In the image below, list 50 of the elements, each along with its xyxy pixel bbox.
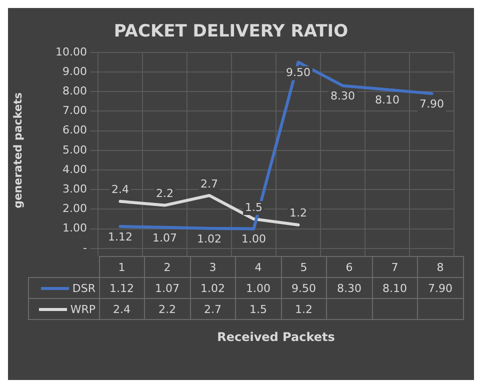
text: 1.00 xyxy=(242,232,266,246)
data-label: 2.2 xyxy=(144,298,190,320)
legend-label: DSR xyxy=(28,278,99,298)
data-label: 2.4 xyxy=(99,298,144,320)
y-tick-label: - xyxy=(83,241,88,254)
text: 2.7 xyxy=(200,177,218,190)
text: 7.90 xyxy=(420,97,444,110)
y-tick-label: 8.00 xyxy=(62,84,87,98)
data-label: 7.90 xyxy=(418,278,463,298)
text: 8.30 xyxy=(330,90,355,103)
x-tick-label: 5 xyxy=(281,256,326,278)
x-tick-label: 4 xyxy=(236,256,281,278)
y-tick-label: 2.00 xyxy=(62,202,87,216)
data-label: 1.5 xyxy=(236,298,281,320)
text: 2.2 xyxy=(156,187,174,200)
text: 9.50 xyxy=(286,66,310,80)
data-label: 1.2 xyxy=(281,298,326,320)
y-tick-label: 3.00 xyxy=(62,182,87,196)
x-axis-title: Received Packets xyxy=(216,330,336,344)
chart-title: PACKET DELIVERY RATIO xyxy=(114,22,348,42)
y-tick-label: 10.00 xyxy=(56,45,87,58)
data-label: 8.30 xyxy=(326,278,372,298)
data-label: 1.12 xyxy=(99,278,144,298)
data-label: 8.10 xyxy=(372,278,418,298)
text: 1.2 xyxy=(290,206,307,220)
x-tick-label: 8 xyxy=(418,256,463,278)
x-tick-label: 3 xyxy=(190,256,236,278)
x-tick-label: 2 xyxy=(144,256,190,278)
text: 1.07 xyxy=(152,231,177,244)
legend-label: WRP xyxy=(28,298,99,320)
y-tick-label: 4.00 xyxy=(62,162,87,176)
y-tick-label: 9.00 xyxy=(62,64,87,78)
x-tick-label: 6 xyxy=(326,256,372,278)
y-tick-label: 6.00 xyxy=(62,124,87,137)
text: 8.10 xyxy=(375,94,400,106)
data-label: 1.07 xyxy=(144,278,190,298)
y-axis-title: generated packets xyxy=(11,92,24,208)
y-tick-label: 1.00 xyxy=(62,222,87,235)
text: 1.5 xyxy=(245,200,262,214)
text: 2.4 xyxy=(112,183,129,196)
x-tick-label: 7 xyxy=(372,256,418,278)
text: 1.02 xyxy=(197,232,222,246)
y-tick-label: 5.00 xyxy=(62,143,87,156)
x-tick-label: 1 xyxy=(99,256,144,278)
data-label: 9.50 xyxy=(281,278,326,298)
data-label: 2.7 xyxy=(190,298,236,320)
data-label: 1.00 xyxy=(236,278,281,298)
data-label: 1.02 xyxy=(190,278,236,298)
text: 1.12 xyxy=(108,230,132,244)
y-tick-label: 7.00 xyxy=(62,104,87,118)
